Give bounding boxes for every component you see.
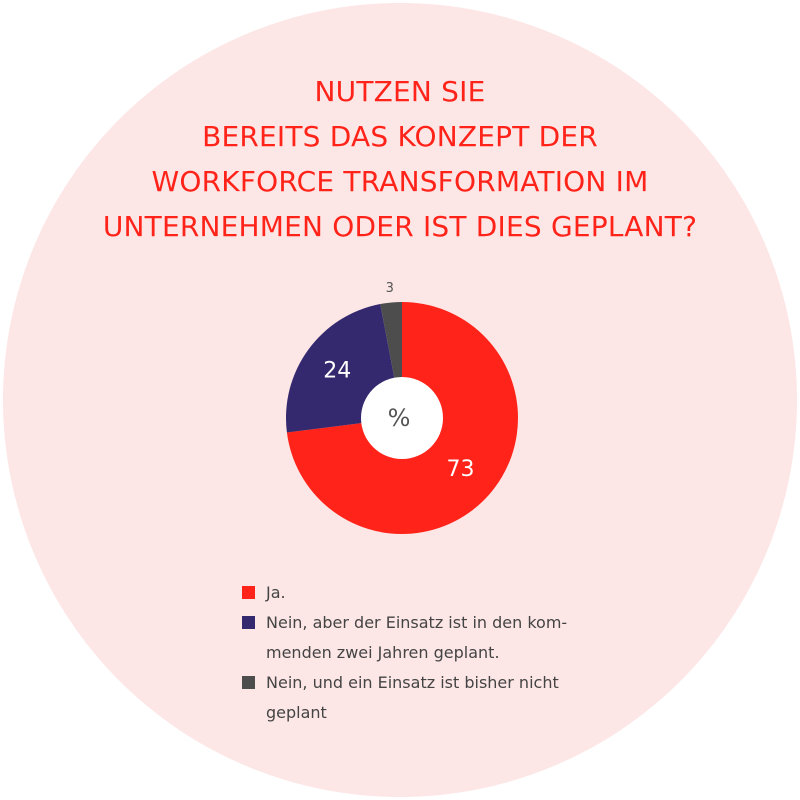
title-line: BEREITS DAS KONZEPT DER	[202, 120, 598, 153]
legend-swatch-nicht-geplant	[242, 676, 255, 689]
title-line: UNTERNEHMEN ODER IST DIES GEPLANT?	[102, 210, 698, 243]
title-line: WORKFORCE TRANSFORMATION IM	[151, 165, 649, 198]
center-label: %	[388, 404, 411, 432]
legend-label: menden zwei Jahren geplant.	[266, 643, 500, 662]
slice-label-geplant: 24	[323, 358, 351, 383]
legend: Ja. Nein, aber der Einsatz ist in den ko…	[242, 578, 622, 728]
legend-label: Ja.	[266, 583, 286, 602]
legend-label: Nein, aber der Einsatz ist in den kom-	[266, 613, 568, 632]
legend-swatch-ja	[242, 586, 255, 599]
legend-swatch-geplant	[242, 616, 255, 629]
title-line: NUTZEN SIE	[314, 75, 486, 108]
slice-label-ja: 73	[447, 457, 475, 482]
chart-title: NUTZEN SIE BEREITS DAS KONZEPT DER WORKF…	[0, 69, 800, 249]
pie-center-hole	[361, 377, 443, 459]
legend-label: geplant	[266, 703, 327, 722]
slice-label-nicht-geplant: 3	[386, 281, 394, 296]
legend-item-ja: Ja.	[242, 578, 622, 608]
legend-label: Nein, und ein Einsatz ist bisher nicht	[266, 673, 559, 692]
legend-item-geplant: Nein, aber der Einsatz ist in den kom- m…	[242, 608, 622, 668]
legend-item-nicht-geplant: Nein, und ein Einsatz ist bisher nicht g…	[242, 668, 622, 728]
